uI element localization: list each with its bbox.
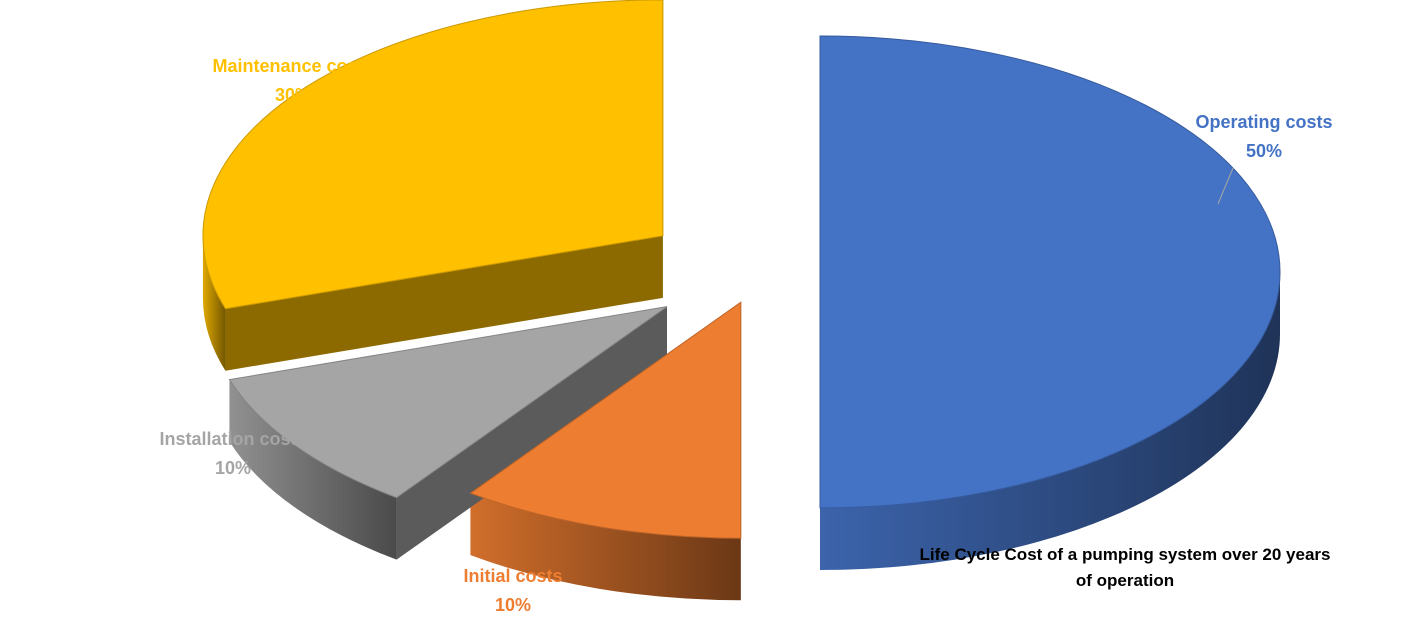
pie-slice-wall — [202, 235, 226, 371]
slice-value-label: 10% — [495, 595, 531, 615]
slice-label: Installation costs — [159, 429, 306, 449]
pie-slice-installation-costs — [228, 306, 668, 499]
pie-slice-labels: Operating costs 50% Initial costs 10% Instal… — [159, 56, 1332, 615]
leader-line — [1217, 167, 1234, 205]
slice-label: Initial costs — [463, 566, 562, 586]
pie-slice-operating-costs — [819, 35, 1281, 509]
slice-value-label: 50% — [1246, 141, 1282, 161]
pie-slice-maintenance-costs — [202, 0, 664, 310]
slice-value-label: 10% — [215, 458, 251, 478]
pie-slice-initial-costs — [469, 301, 742, 539]
pie-slice-tops — [202, 0, 1281, 539]
pie-slice-wall — [470, 493, 741, 601]
pie-slice-edge-face — [225, 235, 663, 371]
slice-label: Operating costs — [1195, 112, 1332, 132]
slice-value-label: 30% — [275, 85, 311, 105]
pie-slice-wall — [229, 379, 397, 560]
slice-label: Maintenance costs — [212, 56, 373, 76]
pie-slice-wall — [820, 272, 1280, 570]
chart-title: Life Cycle Cost of a pumping system over… — [919, 545, 1331, 590]
